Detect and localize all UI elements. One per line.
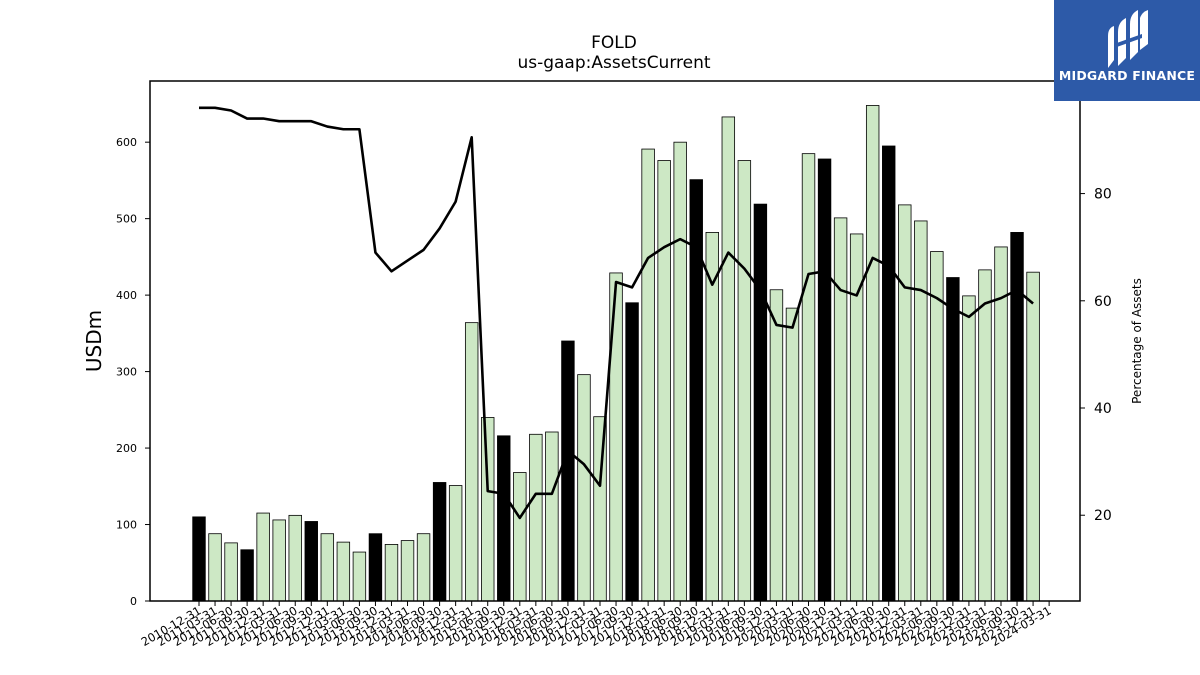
bar-2014-12-31: [448, 485, 463, 602]
bar-2022-12-31: [962, 295, 976, 602]
bar-2011-03-31: [208, 533, 222, 602]
bar-2016-03-31: [529, 433, 543, 602]
bar-2011-09-30: [240, 549, 254, 602]
bar-2022-03-31: [914, 220, 928, 602]
y2-tick-label: 40: [1094, 401, 1112, 417]
bar-2015-06-30: [481, 417, 495, 602]
bar-2014-09-30: [432, 482, 447, 602]
bar-2023-12-31: [1026, 271, 1040, 602]
y-tick-label: 0: [130, 595, 137, 608]
bar-2019-06-30: [737, 160, 752, 602]
bar-series: [192, 105, 1040, 602]
y2-tick-label: 20: [1094, 508, 1112, 524]
bar-2017-12-31: [641, 148, 655, 602]
bar-2016-12-31: [577, 374, 591, 602]
bar-2019-03-31: [721, 116, 736, 602]
bar-2011-12-31: [256, 512, 270, 602]
bar-2019-12-31: [769, 289, 784, 602]
chart-subtitle: us-gaap:AssetsCurrent: [517, 53, 710, 73]
bar-2012-06-30: [288, 514, 302, 602]
bar-2020-09-30: [817, 158, 832, 602]
bar-2023-09-30: [1010, 232, 1024, 602]
bar-2016-09-30: [561, 340, 575, 602]
logo-mark-icon: [1108, 10, 1148, 68]
bar-2018-06-30: [673, 141, 687, 602]
y-axis-ticks: 0 100 200 300 400 500 600: [116, 136, 150, 608]
bar-2015-03-31: [464, 322, 479, 602]
chart-title: FOLD: [591, 33, 637, 53]
y-tick-label: 400: [116, 289, 137, 302]
bar-2021-09-30: [882, 145, 896, 602]
y-axis-label: USDm: [82, 310, 106, 372]
y-tick-label: 500: [116, 213, 137, 226]
bar-2013-06-30: [352, 551, 367, 602]
bar-2011-06-30: [224, 542, 238, 602]
bar-2015-12-31: [513, 472, 527, 602]
x-axis-ticks: 2010-12-312011-03-312011-06-302011-09-30…: [139, 601, 1054, 649]
y-tick-label: 600: [116, 136, 137, 149]
bar-2020-12-31: [833, 217, 848, 602]
bar-2022-09-30: [946, 277, 960, 602]
bar-2013-12-31: [384, 544, 399, 602]
bar-2023-03-31: [978, 269, 992, 602]
bar-2018-09-30: [689, 179, 703, 602]
bar-2021-03-31: [849, 233, 864, 602]
bar-2015-09-30: [497, 435, 511, 602]
midgard-finance-logo: MIDGARD FINANCE: [1054, 0, 1200, 101]
plot-frame: [149, 80, 1081, 602]
bar-2012-09-30: [304, 521, 318, 602]
bar-2018-03-31: [657, 160, 671, 602]
bar-2021-06-30: [865, 105, 880, 602]
bar-2014-06-30: [416, 533, 431, 602]
y2-axis-label: Percentage of Assets: [1130, 278, 1144, 404]
bar-2012-12-31: [320, 533, 335, 602]
bar-2020-06-30: [801, 153, 816, 602]
bar-2020-03-31: [785, 307, 800, 602]
bar-2013-09-30: [368, 533, 383, 602]
bar-2010-12-31: [192, 516, 206, 602]
bar-2017-09-30: [625, 302, 639, 602]
y2-tick-label: 60: [1094, 294, 1112, 310]
bar-2019-09-30: [753, 203, 768, 602]
logo-text: MIDGARD FINANCE: [1058, 68, 1196, 83]
bar-2016-06-30: [545, 431, 559, 602]
bar-2022-06-30: [930, 251, 944, 602]
bar-2012-03-31: [272, 519, 286, 602]
y-tick-label: 100: [116, 519, 137, 532]
bar-2021-12-31: [898, 204, 912, 602]
y-tick-label: 300: [116, 366, 137, 379]
bar-2018-12-31: [705, 232, 719, 602]
y2-tick-label: 80: [1094, 187, 1112, 203]
bar-2013-03-31: [336, 541, 351, 602]
y-tick-label: 200: [116, 442, 137, 455]
percentage-line: [199, 106, 1034, 520]
bar-2014-03-31: [400, 540, 415, 602]
y2-axis-ticks: 20 40 60 80: [1080, 187, 1112, 524]
